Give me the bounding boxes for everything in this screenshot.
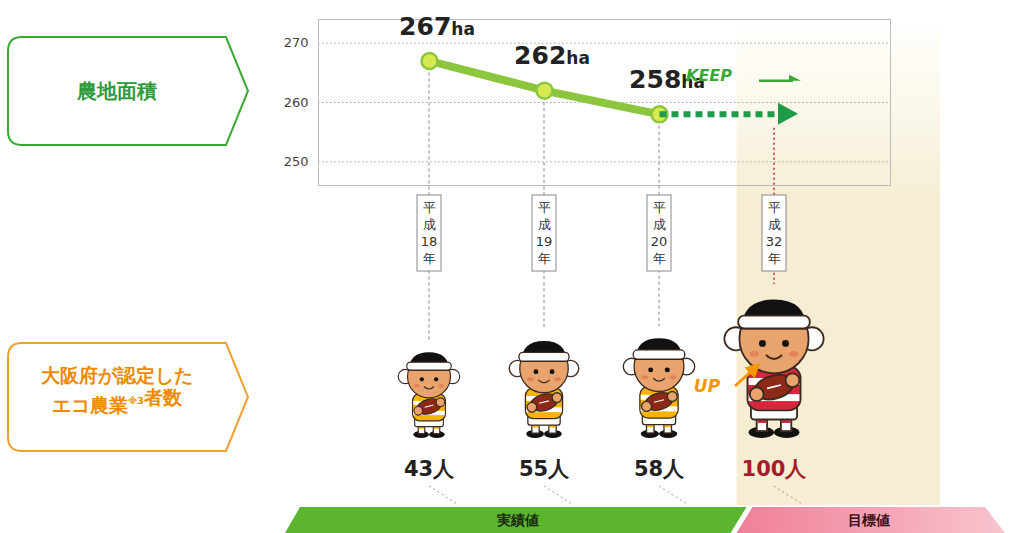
svg-text:平: 平 bbox=[538, 200, 551, 215]
svg-text:270: 270 bbox=[284, 35, 309, 50]
svg-text:大阪府が認定した: 大阪府が認定した bbox=[41, 364, 193, 386]
svg-text:32: 32 bbox=[766, 234, 783, 249]
svg-text:平: 平 bbox=[768, 200, 781, 215]
svg-text:年: 年 bbox=[768, 251, 781, 266]
svg-text:平: 平 bbox=[423, 200, 436, 215]
svg-text:エコ農業※3者数: エコ農業※3者数 bbox=[52, 386, 183, 416]
svg-text:実績値: 実績値 bbox=[497, 512, 539, 528]
svg-text:258ha: 258ha bbox=[629, 64, 705, 94]
svg-text:平: 平 bbox=[653, 200, 666, 215]
svg-text:年: 年 bbox=[653, 251, 666, 266]
svg-text:KEEP: KEEP bbox=[686, 66, 732, 85]
svg-text:100人: 100人 bbox=[742, 457, 808, 481]
svg-text:成: 成 bbox=[768, 217, 781, 232]
svg-text:農地面積: 農地面積 bbox=[76, 79, 157, 103]
svg-text:55人: 55人 bbox=[519, 457, 570, 481]
svg-text:250: 250 bbox=[284, 154, 309, 169]
svg-text:43人: 43人 bbox=[404, 457, 455, 481]
svg-text:年: 年 bbox=[423, 251, 436, 266]
svg-text:目標値: 目標値 bbox=[848, 512, 890, 528]
svg-text:18: 18 bbox=[421, 234, 438, 249]
svg-text:267ha: 267ha bbox=[399, 12, 475, 41]
svg-text:年: 年 bbox=[538, 251, 551, 266]
svg-text:260: 260 bbox=[284, 95, 309, 110]
svg-text:262ha: 262ha bbox=[514, 41, 590, 70]
svg-text:成: 成 bbox=[653, 217, 666, 232]
svg-text:成: 成 bbox=[538, 217, 551, 232]
svg-text:20: 20 bbox=[651, 234, 668, 249]
svg-text:58人: 58人 bbox=[634, 457, 685, 481]
svg-text:成: 成 bbox=[423, 217, 436, 232]
svg-text:UP: UP bbox=[694, 376, 721, 396]
svg-text:19: 19 bbox=[536, 234, 553, 249]
